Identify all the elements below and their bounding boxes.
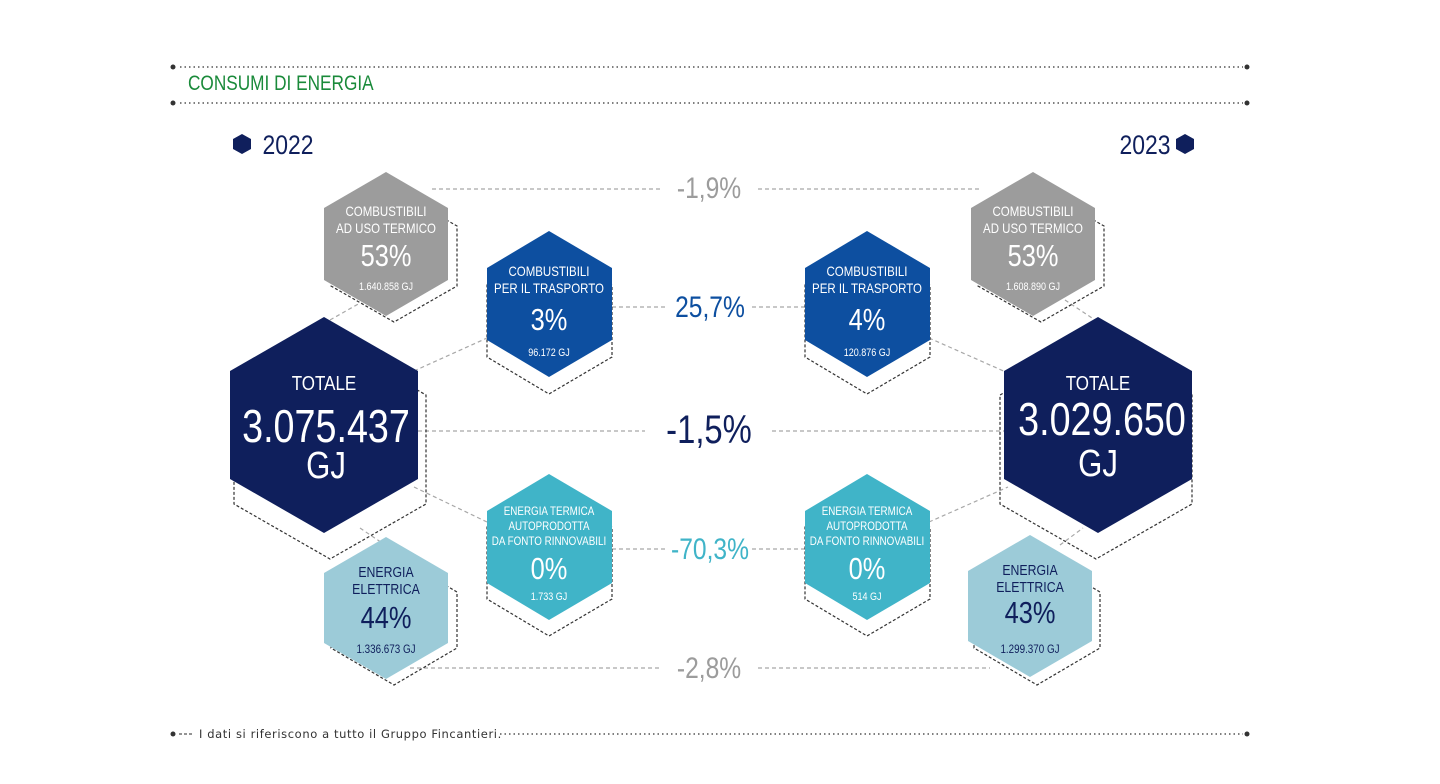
hex-termico-2023: COMBUSTIBILI AD USO TERMICO 53% 1.608.89… <box>971 172 1105 323</box>
elettrica-pct: 44% <box>361 601 412 636</box>
elettrica-gj: 1.299.370 GJ <box>1000 643 1059 656</box>
elettrica-label-1: ENERGIA <box>358 564 414 580</box>
change-trasporto: 25,7% <box>675 290 745 324</box>
year-left: 2022 <box>233 130 314 160</box>
connectors <box>329 188 1099 669</box>
termico-label-1: COMBUSTIBILI <box>993 203 1074 219</box>
hex-rinnovabili-2022: ENERGIA TERMICA AUTOPRODOTTA DA FONTO RI… <box>486 474 613 637</box>
hex-totale-2023: TOTALE 3.029.650 GJ <box>999 317 1193 560</box>
trasporto-label-1: COMBUSTIBILI <box>509 263 590 279</box>
change-elettrica: -2,8% <box>677 651 741 685</box>
hex-trasporto-2023: COMBUSTIBILI PER IL TRASPORTO 4% 120.876… <box>804 231 931 395</box>
footnote: I dati si riferiscono a tutto il Gruppo … <box>199 727 502 741</box>
elettrica-pct: 43% <box>1005 596 1056 631</box>
footer-rule <box>170 731 1250 737</box>
hexagon-bullet-icon <box>233 134 251 154</box>
year-2022-label: 2022 <box>262 130 313 160</box>
page-title: CONSUMI DI ENERGIA <box>188 72 374 95</box>
elettrica-label-1: ENERGIA <box>1002 562 1058 578</box>
change-totale: -1,5% <box>666 407 752 452</box>
elettrica-label-2: ELETTRICA <box>996 579 1064 595</box>
totale-value: 3.029.650 <box>1018 393 1186 444</box>
year-right: 2023 <box>1119 130 1194 160</box>
change-termico: -1,9% <box>677 171 741 205</box>
rinnovabili-gj: 1.733 GJ <box>531 591 568 603</box>
hexagon-bullet-icon <box>1176 134 1194 154</box>
rinnovabili-label-3: DA FONTO RINNOVABILI <box>810 535 924 548</box>
rinnovabili-label-1: ENERGIA TERMICA <box>822 505 913 518</box>
hex-totale-2022: TOTALE 3.075.437 GJ <box>230 317 427 560</box>
rinnovabili-label-3: DA FONTO RINNOVABILI <box>492 535 606 548</box>
trasporto-label-2: PER IL TRASPORTO <box>812 280 922 296</box>
hex-termico-2022: COMBUSTIBILI AD USO TERMICO 53% 1.640.85… <box>324 172 458 323</box>
rinnovabili-label-2: AUTOPRODOTTA <box>826 520 908 533</box>
change-rinnovabili: -70,3% <box>671 532 749 566</box>
termico-gj: 1.640.858 GJ <box>359 281 413 293</box>
rinnovabili-pct: 0% <box>849 552 886 587</box>
trasporto-label-2: PER IL TRASPORTO <box>494 280 604 296</box>
elettrica-label-2: ELETTRICA <box>352 581 420 597</box>
hex-elettrica-2022: ENERGIA ELETTRICA 44% 1.336.673 GJ <box>324 537 458 686</box>
elettrica-gj: 1.336.673 GJ <box>356 643 415 656</box>
hex-trasporto-2022: COMBUSTIBILI PER IL TRASPORTO 3% 96.172 … <box>486 231 613 395</box>
totale-unit: GJ <box>306 445 346 487</box>
rinnovabili-gj: 514 GJ <box>852 591 881 603</box>
header-rules <box>170 64 1250 106</box>
totale-label: TOTALE <box>1066 372 1131 395</box>
rinnovabili-pct: 0% <box>531 552 568 587</box>
totale-value: 3.075.437 <box>242 400 410 451</box>
trasporto-label-1: COMBUSTIBILI <box>827 263 908 279</box>
termico-label-2: AD USO TERMICO <box>983 220 1083 236</box>
termico-gj: 1.608.890 GJ <box>1006 281 1060 293</box>
rinnovabili-label-1: ENERGIA TERMICA <box>504 505 595 518</box>
termico-label-2: AD USO TERMICO <box>336 220 436 236</box>
year-2023-label: 2023 <box>1119 130 1170 160</box>
hex-rinnovabili-2023: ENERGIA TERMICA AUTOPRODOTTA DA FONTO RI… <box>804 474 931 637</box>
termico-pct: 53% <box>361 239 412 274</box>
termico-label-1: COMBUSTIBILI <box>346 203 427 219</box>
totale-label: TOTALE <box>292 372 357 395</box>
trasporto-pct: 4% <box>849 303 886 338</box>
trasporto-pct: 3% <box>531 303 568 338</box>
trasporto-gj: 120.876 GJ <box>844 347 891 359</box>
hex-elettrica-2023: ENERGIA ELETTRICA 43% 1.299.370 GJ <box>968 535 1101 686</box>
totale-unit: GJ <box>1078 443 1118 485</box>
termico-pct: 53% <box>1008 239 1059 274</box>
rinnovabili-label-2: AUTOPRODOTTA <box>508 520 590 533</box>
trasporto-gj: 96.172 GJ <box>528 347 570 359</box>
